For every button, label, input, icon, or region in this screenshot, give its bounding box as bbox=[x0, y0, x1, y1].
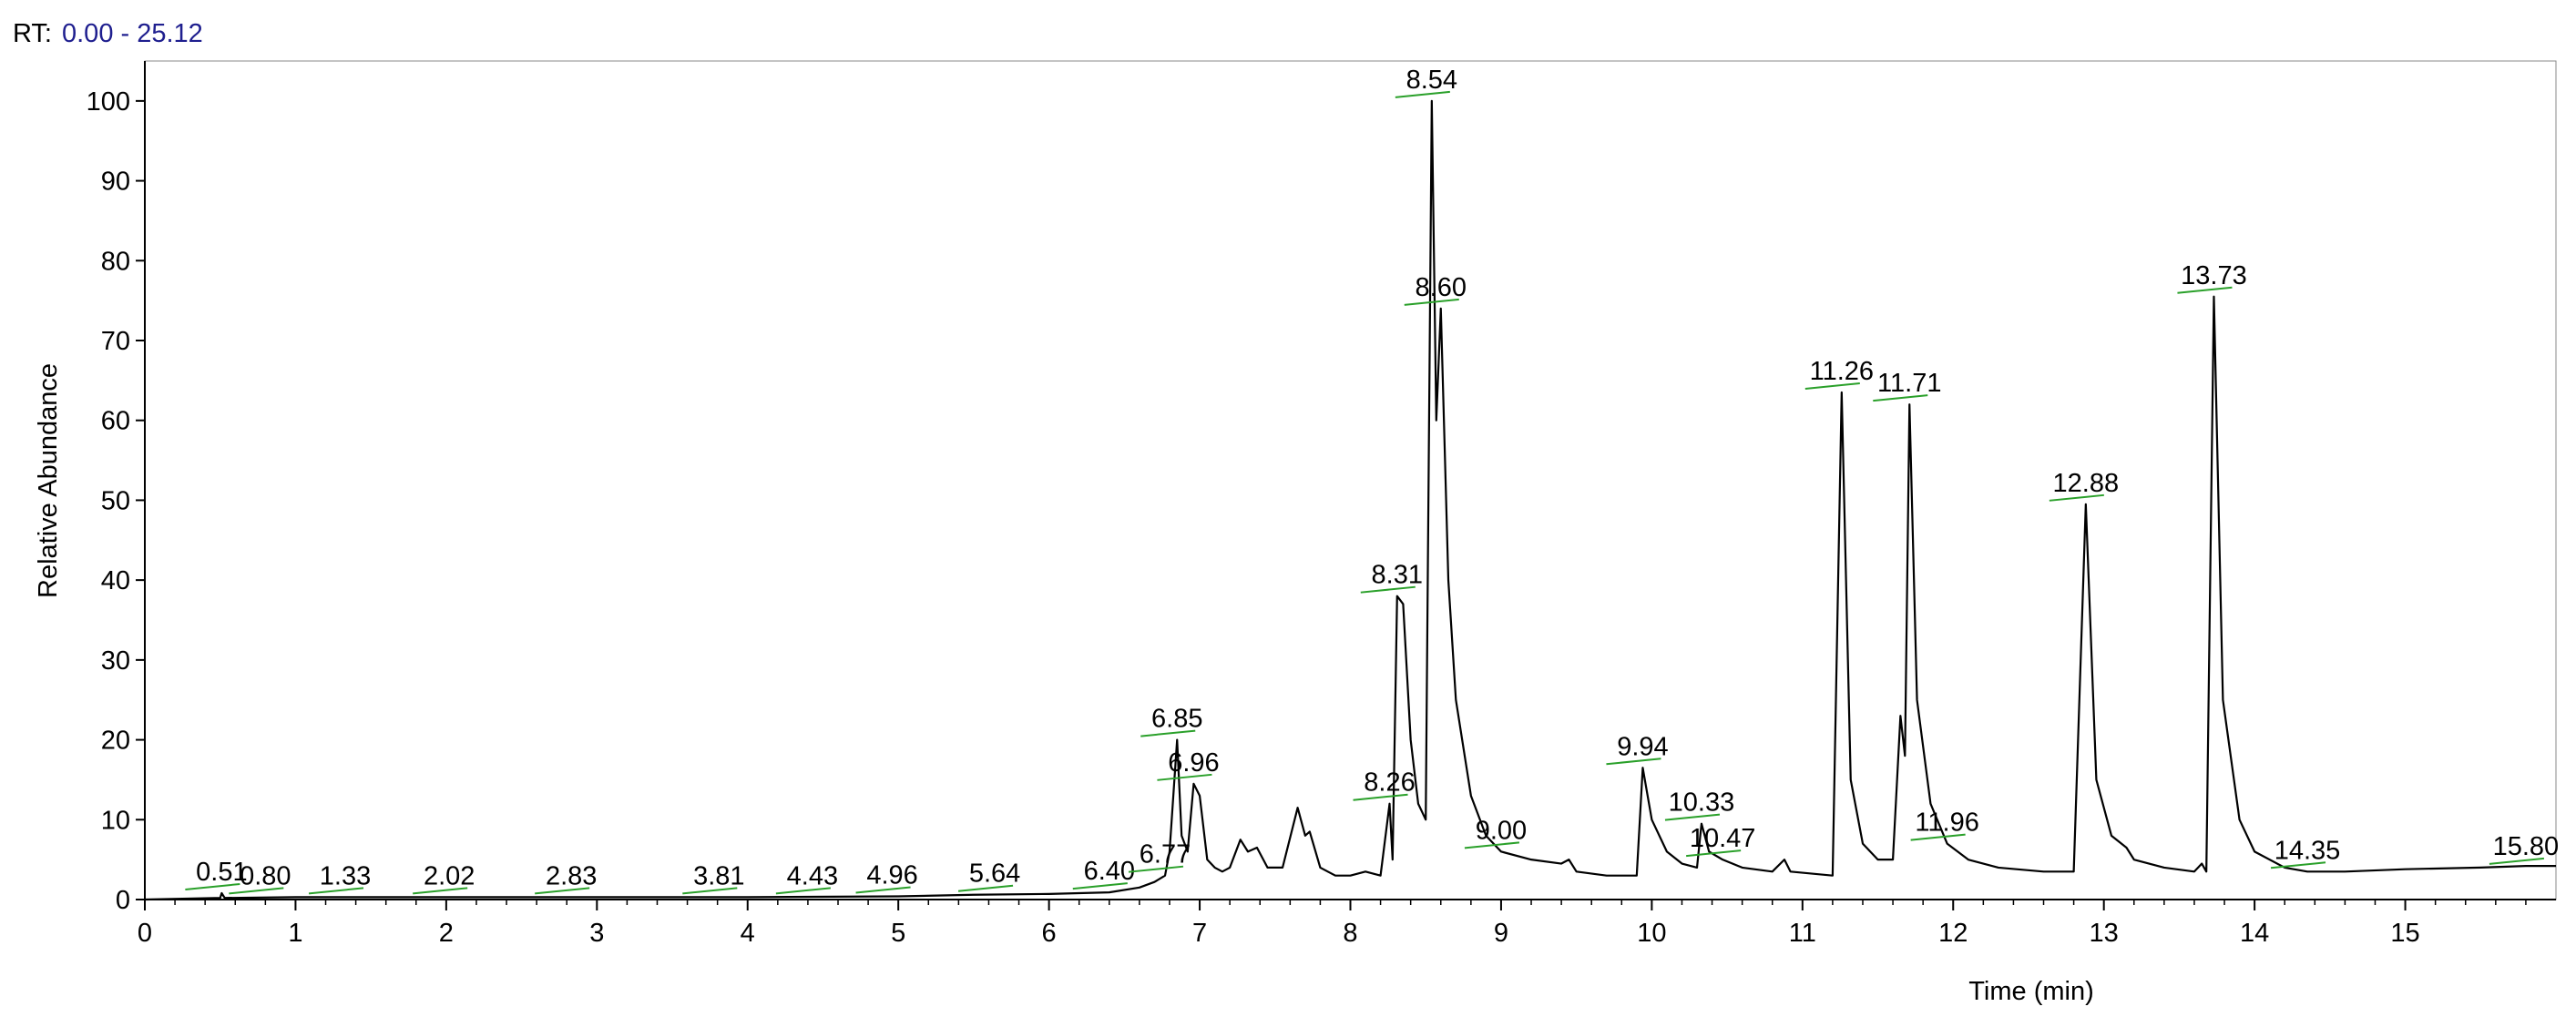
baseline-marker bbox=[2489, 857, 2545, 865]
x-tick-label: 10 bbox=[1637, 919, 1666, 948]
peak-label: 13.73 bbox=[2181, 261, 2247, 290]
y-axis-label: Relative Abundance bbox=[34, 363, 63, 598]
baseline-marker bbox=[2049, 493, 2104, 502]
peak-label: 3.81 bbox=[693, 861, 744, 890]
peak-label: 11.96 bbox=[1915, 808, 1978, 838]
peak-label: 1.33 bbox=[320, 861, 371, 890]
rt-prefix: RT: bbox=[13, 19, 52, 48]
baseline-marker bbox=[855, 886, 911, 894]
peak-label: 0.80 bbox=[240, 861, 291, 890]
y-tick-label: 90 bbox=[101, 168, 130, 197]
baseline-marker bbox=[185, 882, 240, 890]
x-tick-label: 5 bbox=[891, 919, 905, 948]
peak-label: 5.64 bbox=[969, 859, 1020, 889]
peak-label: 6.85 bbox=[1151, 705, 1202, 734]
x-tick-label: 1 bbox=[288, 919, 302, 948]
peak-label: 8.60 bbox=[1416, 273, 1467, 302]
peak-label: 4.43 bbox=[787, 861, 838, 890]
plot-frame bbox=[144, 60, 2557, 900]
peak-label: 0.51 bbox=[196, 858, 247, 887]
x-tick-label: 12 bbox=[1938, 919, 1968, 948]
x-axis-label: Time (min) bbox=[1968, 977, 2093, 1006]
peak-label: 2.02 bbox=[424, 861, 475, 890]
baseline-marker bbox=[308, 887, 364, 895]
baseline-marker bbox=[2177, 286, 2233, 294]
peak-label: 8.31 bbox=[1372, 561, 1423, 590]
x-tick-label: 15 bbox=[2390, 919, 2419, 948]
x-tick-label: 11 bbox=[1789, 919, 1816, 948]
x-tick-label: 0 bbox=[138, 919, 152, 948]
baseline-marker bbox=[1664, 813, 1721, 821]
x-tick-label: 2 bbox=[439, 919, 454, 948]
x-tick-label: 14 bbox=[2240, 919, 2269, 948]
baseline-marker bbox=[957, 884, 1014, 892]
y-tick-label: 50 bbox=[101, 486, 130, 515]
x-tick-label: 7 bbox=[1192, 919, 1207, 948]
baseline-marker bbox=[775, 887, 831, 895]
baseline-marker bbox=[229, 887, 284, 895]
peak-label: 6.40 bbox=[1084, 857, 1135, 886]
baseline-marker bbox=[682, 887, 738, 895]
baseline-marker bbox=[1360, 585, 1416, 594]
x-tick-label: 13 bbox=[2090, 919, 2119, 948]
peak-label: 6.77 bbox=[1140, 840, 1191, 869]
baseline-marker bbox=[1395, 90, 1450, 98]
x-tick-label: 3 bbox=[589, 919, 604, 948]
baseline-marker bbox=[1353, 793, 1408, 801]
baseline-marker bbox=[413, 887, 468, 895]
x-tick-label: 8 bbox=[1343, 919, 1357, 948]
baseline-marker bbox=[2270, 861, 2326, 869]
baseline-marker bbox=[1404, 298, 1459, 306]
y-tick-label: 10 bbox=[101, 806, 130, 835]
x-tick-label: 4 bbox=[741, 919, 755, 948]
y-tick-label: 40 bbox=[101, 566, 130, 595]
baseline-marker bbox=[1072, 882, 1128, 890]
peak-label: 11.71 bbox=[1877, 369, 1941, 398]
baseline-marker bbox=[1140, 729, 1196, 737]
peak-label: 11.26 bbox=[1810, 357, 1874, 386]
baseline-marker bbox=[1910, 833, 1966, 841]
y-tick-label: 0 bbox=[116, 886, 130, 915]
peak-label: 9.94 bbox=[1617, 732, 1668, 761]
baseline-marker bbox=[1128, 865, 1184, 873]
peak-label: 14.35 bbox=[2274, 836, 2341, 865]
peak-label: 2.83 bbox=[546, 861, 597, 890]
chromatogram-trace bbox=[144, 99, 2556, 901]
baseline-marker bbox=[1157, 773, 1212, 781]
peak-label: 10.47 bbox=[1690, 824, 1756, 853]
y-tick-label: 100 bbox=[87, 87, 130, 117]
peak-label: 6.96 bbox=[1168, 748, 1219, 778]
rt-range: 0.00 - 25.12 bbox=[62, 19, 203, 48]
baseline-marker bbox=[1873, 394, 1928, 402]
y-tick-label: 30 bbox=[101, 646, 130, 676]
peak-label: 12.88 bbox=[2053, 469, 2120, 498]
baseline-marker bbox=[535, 887, 590, 895]
x-tick-label: 6 bbox=[1042, 919, 1057, 948]
peak-label: 15.80 bbox=[2493, 832, 2560, 861]
x-tick-label: 9 bbox=[1494, 919, 1508, 948]
peak-label: 4.96 bbox=[866, 860, 917, 890]
y-tick-label: 60 bbox=[101, 407, 130, 436]
baseline-marker bbox=[1686, 849, 1742, 858]
y-tick-label: 20 bbox=[101, 727, 130, 756]
peak-label: 8.26 bbox=[1364, 768, 1415, 798]
y-tick-label: 80 bbox=[101, 247, 130, 276]
peak-label: 8.54 bbox=[1406, 66, 1457, 95]
baseline-marker bbox=[1464, 841, 1520, 849]
peak-label: 10.33 bbox=[1669, 788, 1735, 818]
baseline-marker bbox=[1606, 758, 1661, 766]
baseline-marker bbox=[1804, 382, 1860, 391]
y-tick-label: 70 bbox=[101, 327, 130, 356]
peak-label: 9.00 bbox=[1476, 816, 1527, 845]
